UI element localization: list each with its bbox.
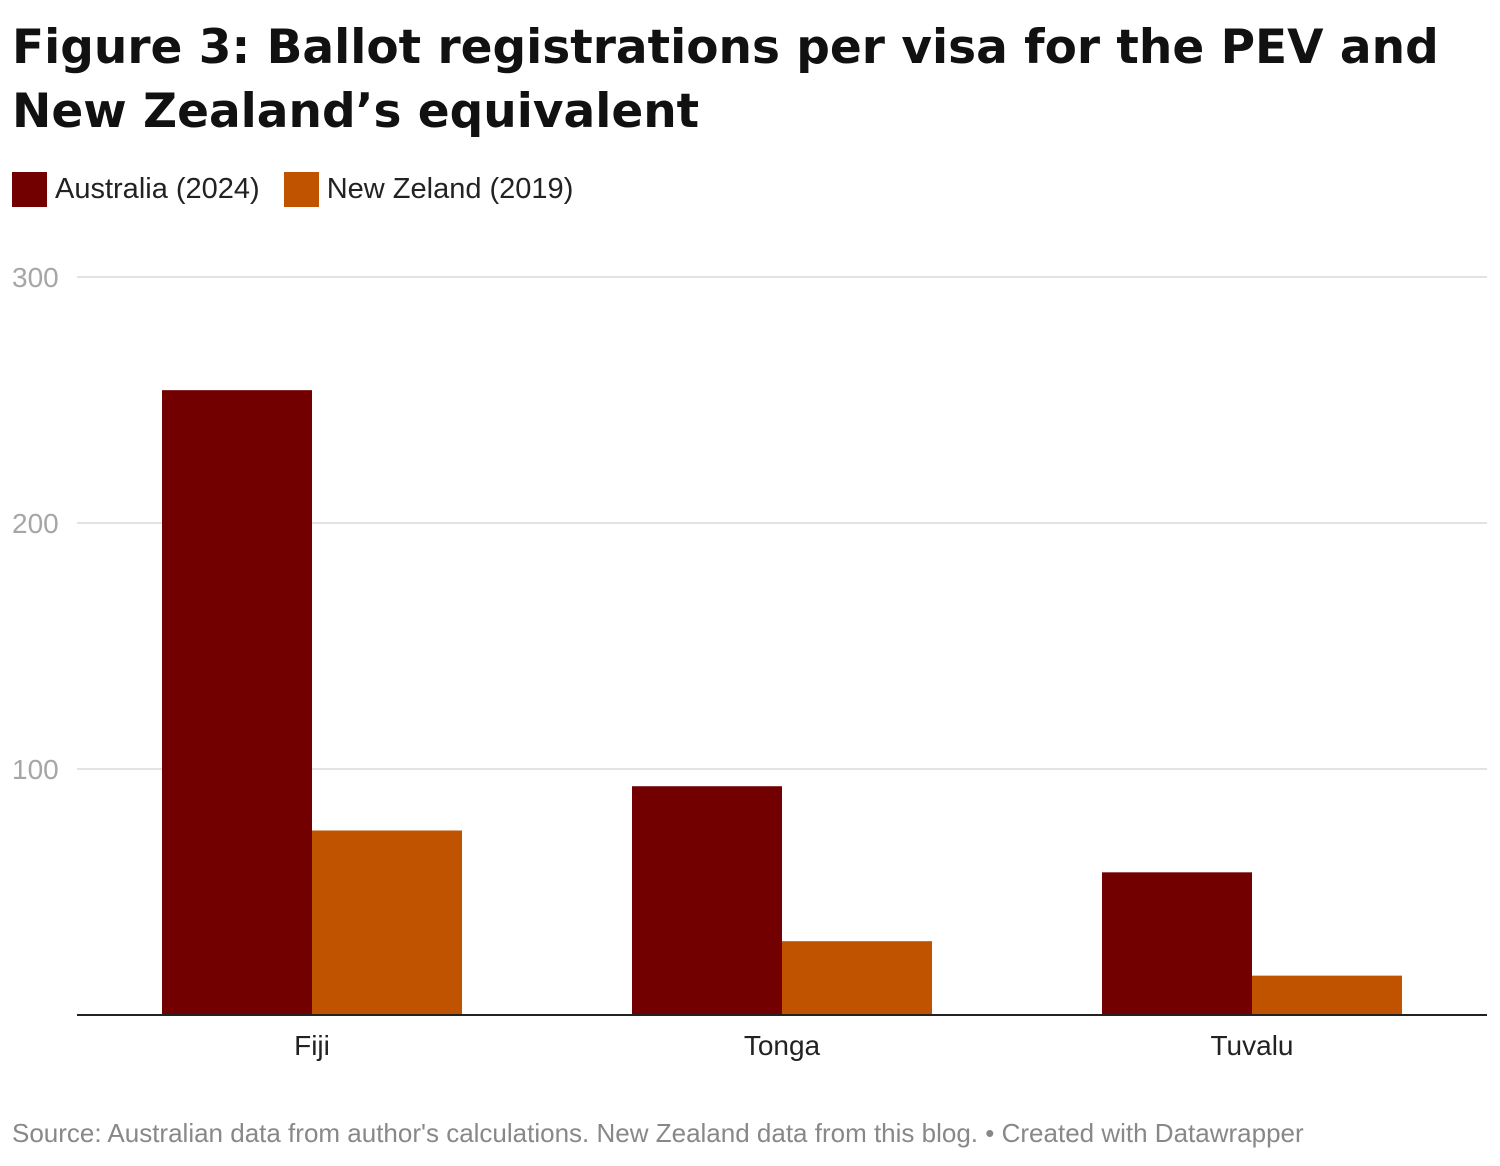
bar-tonga-new-zealand [782,941,932,1015]
legend-item-new-zealand: New Zeland (2019) [283,172,574,207]
bar-fiji-new-zealand [312,830,462,1015]
source-note: Source: Australian data from author's ca… [12,1118,979,1148]
x-tick-label: Tuvalu [1210,1030,1293,1061]
legend-swatch [12,172,47,207]
bar-tonga-australia [632,786,782,1015]
legend-label: New Zeland (2019) [326,173,574,205]
datawrapper-credit-link[interactable]: Created with Datawrapper [1001,1118,1304,1148]
x-tick-label: Fiji [294,1030,330,1061]
bar-tuvalu-new-zealand [1252,975,1402,1015]
separator: • [985,1118,995,1148]
footer: Source: Australian data from author's ca… [12,1118,1304,1149]
legend-label: Australia (2024) [55,173,260,205]
legend-item-australia: Australia (2024) [12,172,260,207]
y-tick-label: 200 [12,508,59,539]
bar-tuvalu-australia [1102,872,1252,1015]
legend-swatch [283,172,319,207]
chart-title: Figure 3: Ballot registrations per visa … [12,20,1439,139]
y-tick-label: 100 [12,754,59,785]
x-tick-label: Tonga [744,1030,821,1061]
y-tick-label: 300 [12,262,59,293]
legend: Australia (2024) New Zeland (2019) [12,172,573,207]
bar-fiji-australia [162,390,312,1015]
